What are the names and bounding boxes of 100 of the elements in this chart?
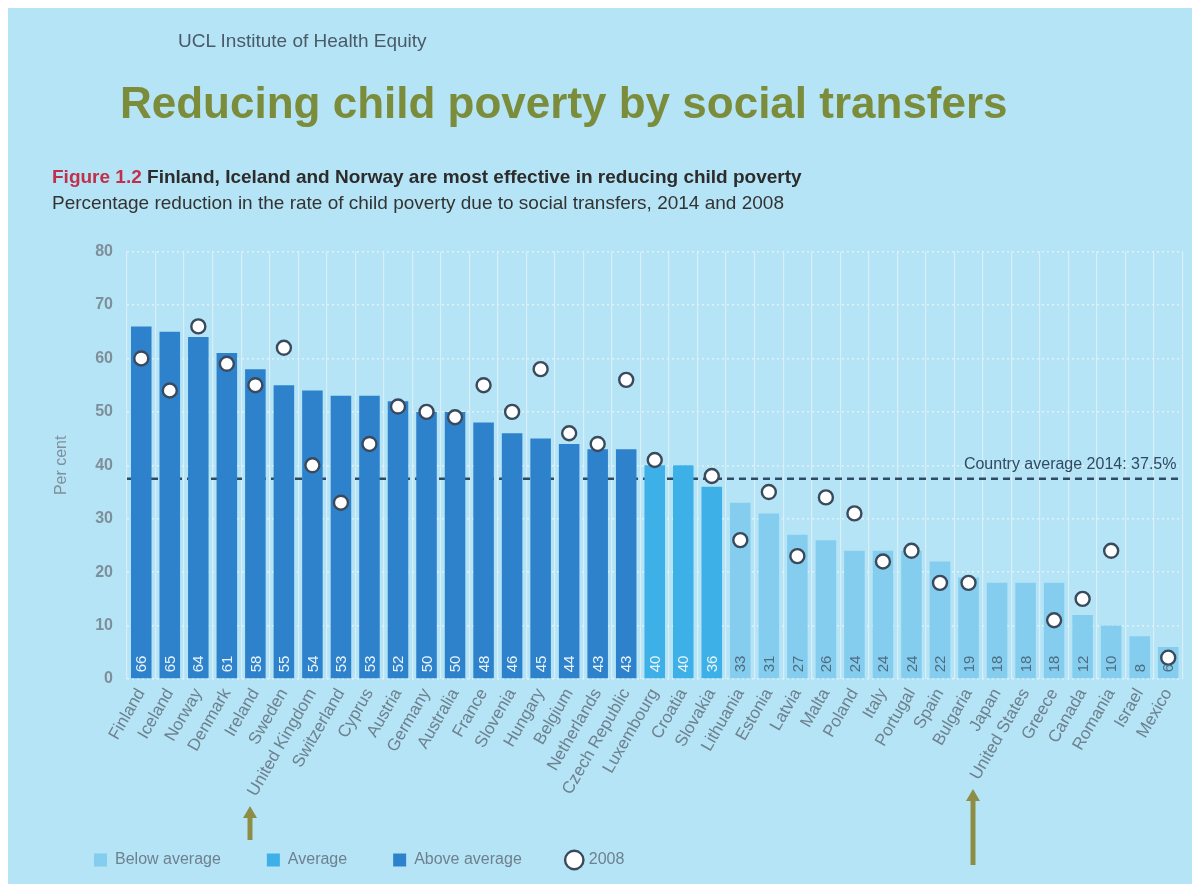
data-label: 6 [1159,664,1177,673]
bar [672,465,694,679]
data-label: 54 [303,655,321,673]
bar [758,513,780,679]
data-label: 55 [275,655,293,673]
data-label: 53 [360,655,378,673]
data-label: 27 [788,655,806,673]
data-label: 10 [1102,655,1120,673]
point [332,494,350,511]
bar [1129,636,1150,679]
bar [1015,582,1036,679]
point [275,339,293,356]
text: Percentage reduction in the rate of child poverty due to social transfers, 2014 and 2008 [52,192,784,214]
bar [416,411,437,679]
data-label: 64 [189,655,207,673]
y-tick-label: 10 [95,616,114,634]
data-label: 45 [531,655,549,673]
data-label: 18 [1016,655,1034,673]
data-label: 48 [474,655,492,673]
point [874,553,892,570]
data-label: 8 [1130,664,1148,673]
point [846,505,863,522]
y-tick-label: 80 [95,242,114,260]
bar [473,422,494,679]
point [1074,590,1091,608]
point [133,350,150,367]
point [247,376,264,394]
point [931,574,949,592]
y-tick-label: 20 [95,562,114,580]
point [190,318,207,335]
bar [844,550,865,679]
bar [787,534,808,679]
point [389,398,407,415]
data-label: 18 [1045,655,1063,673]
ref-line-label: Country average 2014: 37.5% [963,455,1177,473]
point [475,376,492,394]
point [218,355,236,373]
y-tick-label: 40 [95,455,114,473]
point [1045,612,1063,629]
bar [359,395,380,679]
data-label: 12 [1073,655,1091,673]
point [646,451,663,469]
point [1102,542,1120,560]
bar [273,385,295,679]
point [589,435,606,453]
y-axis-title: Per cent [52,434,70,496]
data-label: 43 [588,655,606,673]
bar [216,353,238,679]
bar [1072,614,1093,679]
data-label: 58 [246,655,264,673]
data-label: 44 [560,655,578,673]
y-tick-label: 0 [104,669,114,687]
text: UCL Institute of Health Equity [178,30,427,52]
data-label: 24 [845,655,863,673]
point [903,542,920,560]
data-label: 40 [674,655,692,673]
point [732,531,749,549]
legend-label: Above average [414,850,522,868]
data-label: 40 [645,655,663,673]
data-label: 43 [617,655,635,673]
point [560,425,578,442]
bar [302,390,323,679]
bar [387,401,409,679]
data-label: 31 [759,655,777,673]
data-label: 18 [988,655,1006,673]
bar [130,326,152,679]
point [703,467,720,485]
data-label: 65 [160,655,178,673]
data-label: 66 [132,655,150,673]
point [760,483,778,501]
legend-label: 2008 [588,850,625,868]
data-label: 24 [902,655,920,673]
bar [815,540,837,679]
bar [245,369,266,679]
point [789,547,806,565]
data-label: 53 [332,655,350,673]
bar [530,438,551,679]
y-tick-label: 50 [95,402,114,420]
data-label: 52 [389,655,407,673]
data-label: 24 [874,655,892,673]
data-label: 19 [959,655,977,673]
point [304,457,321,474]
y-tick-label: 70 [95,295,114,313]
bar [558,443,580,679]
bar [587,449,608,679]
point [960,574,977,592]
point [446,409,464,426]
y-tick-label: 60 [95,348,114,366]
data-label: 61 [217,655,235,673]
bar [444,411,466,679]
chart-title: Reducing child poverty by social transfers [120,78,1008,128]
bar [701,486,723,679]
data-label: 26 [817,655,835,673]
bar [188,337,209,679]
point [503,403,521,421]
data-label: 50 [417,655,435,673]
point [618,371,635,389]
data-label: 22 [931,655,949,673]
point [418,403,435,421]
bar [644,465,665,679]
